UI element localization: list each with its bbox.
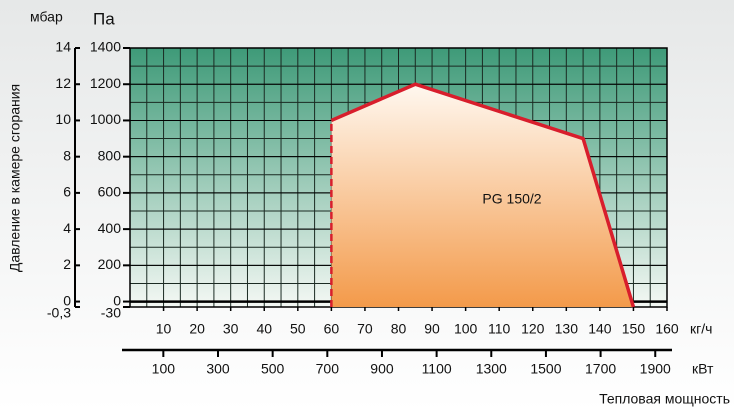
y2-tick-label: -0,3 <box>47 305 71 321</box>
y2-tick-label: 2 <box>63 256 71 272</box>
y-tick-label: 1200 <box>90 75 121 91</box>
y-tick-label: 800 <box>98 147 122 163</box>
x2-tick-label: 1500 <box>530 361 561 377</box>
x-tick-label: 20 <box>189 321 205 337</box>
x2-unit: кВт <box>692 361 714 377</box>
y-tick-label: 200 <box>98 256 122 272</box>
x-tick-label: 110 <box>488 321 511 337</box>
x-tick-label: 80 <box>391 321 407 337</box>
y-axis-label: Давление в камере сгорания <box>7 84 23 272</box>
x2-tick-label: 700 <box>316 361 340 377</box>
x-tick-label: 140 <box>588 321 612 337</box>
y2-tick-label: 4 <box>63 220 71 236</box>
x-tick-label: 100 <box>454 321 478 337</box>
x2-tick-label: 100 <box>152 361 176 377</box>
x2-tick-label: 900 <box>370 361 394 377</box>
x-tick-label: 10 <box>156 321 172 337</box>
x-tick-label: 160 <box>655 321 679 337</box>
y-tick-label: -30 <box>101 305 121 321</box>
y-unit: Па <box>93 9 115 28</box>
x2-tick-label: 1700 <box>585 361 616 377</box>
area-line <box>330 82 636 308</box>
x-tick-label: 40 <box>256 321 272 337</box>
y-tick-label: 600 <box>98 184 122 200</box>
y2-tick-label: 8 <box>63 147 71 163</box>
x-tick-label: 70 <box>357 321 373 337</box>
y2-tick-label: 14 <box>55 39 71 55</box>
x-tick-label: 30 <box>223 321 239 337</box>
x-tick-label: 90 <box>424 321 440 337</box>
x2-tick-label: 1100 <box>422 361 452 377</box>
y-tick-label: 1400 <box>90 39 121 55</box>
x-tick-label: 50 <box>290 321 306 337</box>
y2-tick-label: 10 <box>55 111 71 127</box>
x-axis-label: Тепловая мощность <box>599 391 730 407</box>
x-tick-label: 60 <box>324 321 340 337</box>
y-tick-label: 1000 <box>90 111 121 127</box>
x2-tick-label: 500 <box>261 361 285 377</box>
x2-tick-label: 300 <box>206 361 230 377</box>
y2-tick-label: 6 <box>63 184 71 200</box>
x-unit: кг/ч <box>690 321 712 337</box>
y2-tick-label: 12 <box>55 75 71 91</box>
y-tick-label: 0 <box>113 292 121 308</box>
x2-tick-label: 1300 <box>476 361 507 377</box>
x-tick-label: 120 <box>521 321 545 337</box>
annotation: PG 150/2 <box>482 191 541 207</box>
y-tick-label: 400 <box>98 220 122 236</box>
y2-tick-label: 0 <box>63 292 71 308</box>
x2-tick-label: 1900 <box>640 361 671 377</box>
x-tick-label: 130 <box>555 321 579 337</box>
area-fill <box>331 84 634 307</box>
y-unit-left: мбар <box>30 9 63 25</box>
x-tick-label: 150 <box>622 321 646 337</box>
